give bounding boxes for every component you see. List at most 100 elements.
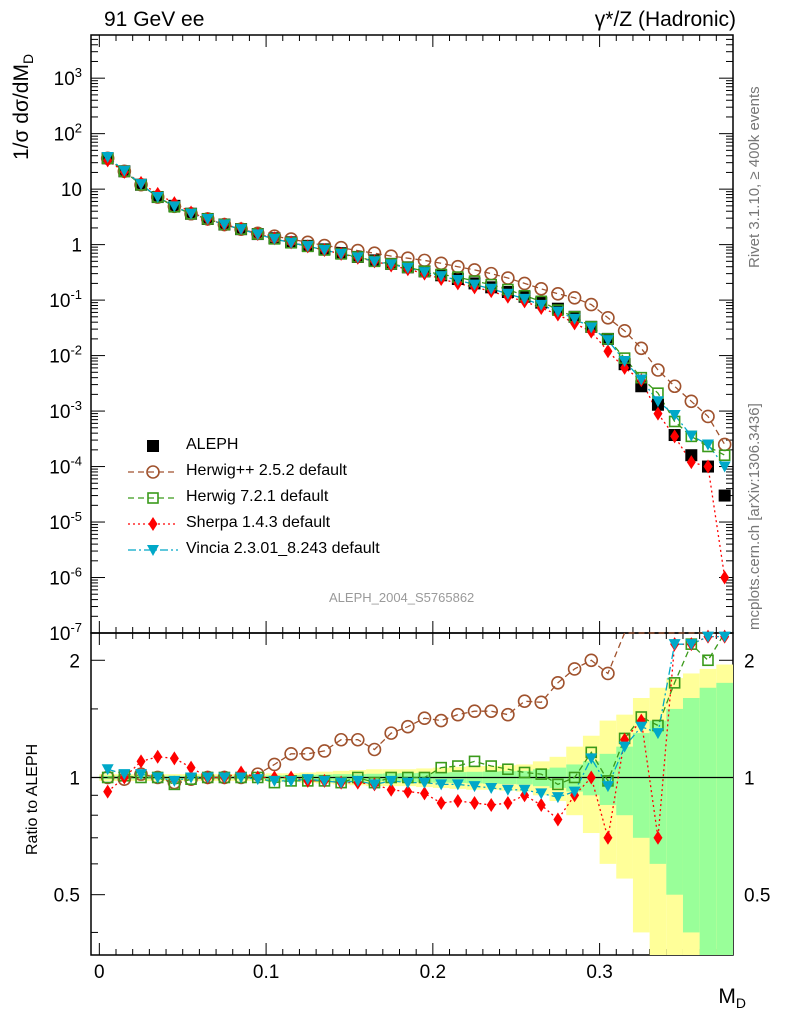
ratio-point-2 [136,754,146,769]
y-tick-exponent: -6 [70,565,82,580]
legend-marker-0 [147,440,159,452]
ratio-point-0 [334,732,348,747]
legend-marker-2 [147,492,159,504]
band-green [716,682,733,955]
y-tick-label: 1 [71,236,82,257]
main-point-4 [318,244,331,256]
band-green [682,698,700,933]
main-point-4 [618,355,631,367]
main-point-1 [551,286,565,301]
main-point-2 [718,449,731,462]
ratio-point-2 [503,795,513,810]
x-tick-label: 0 [94,962,105,983]
main-point-4 [101,151,114,163]
ratio-point-3 [168,775,181,787]
ratio-point-3 [535,788,548,800]
band-green [632,733,650,838]
y-tick-exponent: 2 [75,121,82,136]
main-point-1 [567,291,582,305]
ratio-point-2 [436,795,446,810]
main-point-1 [617,323,632,338]
x-tick-label: 0.3 [586,962,612,983]
ratio-point-2 [653,830,663,845]
main-point-4 [568,313,581,325]
ratio-point-3 [668,639,681,651]
ratio-tick-label: 1 [69,768,80,789]
ratio-point-3 [435,779,448,791]
process-title: γ*/Z (Hadronic) [594,8,736,31]
y-tick-label: 10-2 [49,343,82,368]
main-point-4 [485,283,498,295]
main-point-4 [285,237,298,249]
main-point-4 [468,279,481,291]
x-axis-label-main: M [718,985,736,1008]
ratio-point-0 [451,707,465,722]
ratio-point-0 [551,676,565,690]
ratio-point-1 [468,755,481,768]
ratio-point-3 [151,772,164,784]
ratio-point-2 [486,797,496,812]
ratio-point-2 [420,786,430,801]
ratio-point-1 [568,771,581,784]
y-tick-label: 10 [61,180,82,201]
ratio-point-1 [518,766,531,779]
main-point-4 [685,430,698,442]
ratio-point-2 [603,830,613,845]
main-point-4 [351,252,364,264]
ratio-point-3 [185,772,198,784]
main-point-1 [651,363,665,377]
main-point-4 [701,439,714,451]
main-point-0 [718,489,731,502]
ratio-point-0 [351,732,365,747]
ratio-point-1 [552,778,564,791]
main-point-4 [368,256,381,268]
ratio-point-3 [718,631,731,643]
ratio-point-2 [553,812,563,827]
ratio-point-0 [567,662,582,676]
main-point-3 [620,360,630,375]
ratio-point-0 [300,747,315,761]
main-point-4 [168,201,181,213]
ratio-point-2 [103,784,113,799]
ratio-point-3 [401,777,414,789]
x-tick-label: 0.2 [420,962,446,983]
ratio-point-3 [251,774,264,786]
ratio-point-3 [601,781,614,793]
main-point-4 [335,248,348,260]
main-point-4 [418,267,431,279]
legend-label-herwig7: Herwig 7.2.1 default [186,488,329,505]
main-point-4 [435,271,448,283]
y-tick-label: 10-7 [49,620,82,645]
legend-label-sherpa: Sherpa 1.4.3 default [186,514,331,531]
main-point-4 [385,259,398,271]
ratio-point-1 [668,677,681,689]
ratio-point-2 [453,794,463,809]
main-point-1 [701,409,715,424]
band-green [599,753,617,805]
main-point-4 [518,293,531,305]
main-point-3 [703,459,713,474]
collision-energy-title: 91 GeV ee [104,8,205,31]
ratio-point-1 [702,654,714,667]
main-line-3 [107,159,726,578]
ratio-point-3 [635,721,648,733]
ratio-point-0 [434,713,448,728]
main-point-4 [135,179,148,191]
uncertainty-bands [91,664,733,955]
y-tick-label: 102 [54,121,82,146]
main-line-4 [107,156,726,467]
ratio-point-3 [551,792,564,804]
ratio-point-1 [535,768,548,780]
main-point-1 [717,437,732,452]
main-point-3 [603,344,613,359]
y-tick-label: 10-4 [49,454,82,479]
ratio-point-2 [153,749,163,764]
main-point-4 [301,241,314,253]
ratio-point-3 [518,784,531,796]
ratio-point-3 [318,775,331,787]
main-point-4 [601,335,614,347]
ratio-point-0 [417,711,432,725]
main-point-1 [517,276,532,291]
ratio-point-1 [502,763,514,776]
ratio-point-1 [452,760,464,772]
